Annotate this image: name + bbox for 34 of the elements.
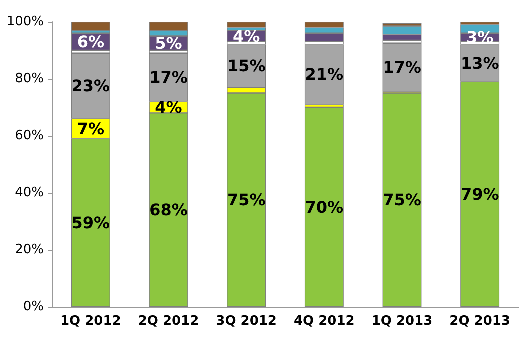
- bar: [304, 44, 344, 105]
- x-tick-label: 1Q 2012: [60, 314, 122, 329]
- bar: [71, 22, 110, 31]
- x-tick-label: 1Q 2013: [372, 314, 433, 329]
- data-label: 70%: [305, 198, 344, 217]
- data-label: 13%: [460, 54, 500, 73]
- data-label: 59%: [72, 213, 110, 232]
- y-tick-label: 0%: [23, 300, 44, 314]
- data-label: 4%: [155, 98, 182, 117]
- data-label: 68%: [150, 200, 188, 220]
- data-label: 23%: [72, 76, 110, 96]
- y-tick-label: 20%: [15, 242, 44, 258]
- bar: [304, 108, 344, 307]
- data-label: 75%: [227, 190, 266, 210]
- x-tick-label: 2Q 2013: [450, 314, 510, 329]
- bar: [227, 22, 266, 28]
- x-tick-label: 2Q 2012: [138, 314, 200, 329]
- x-tick-label: 4Q 2012: [294, 314, 355, 329]
- y-tick-label: 100%: [6, 14, 44, 30]
- data-label: 17%: [383, 58, 422, 78]
- y-tick-label: 60%: [15, 128, 44, 144]
- data-label: 21%: [305, 65, 344, 84]
- y-tick-label: 80%: [15, 72, 44, 86]
- x-tick-label: 3Q 2012: [216, 314, 277, 329]
- data-label: 17%: [150, 68, 188, 88]
- data-label: 6%: [77, 32, 105, 52]
- data-label: 4%: [232, 26, 260, 46]
- data-label: 5%: [155, 34, 182, 53]
- data-label: 3%: [466, 28, 494, 48]
- data-label: 79%: [460, 184, 500, 204]
- data-label: 7%: [77, 119, 105, 138]
- y-tick-label: 40%: [15, 186, 44, 200]
- data-label: 15%: [227, 56, 266, 76]
- data-label: 75%: [383, 190, 422, 210]
